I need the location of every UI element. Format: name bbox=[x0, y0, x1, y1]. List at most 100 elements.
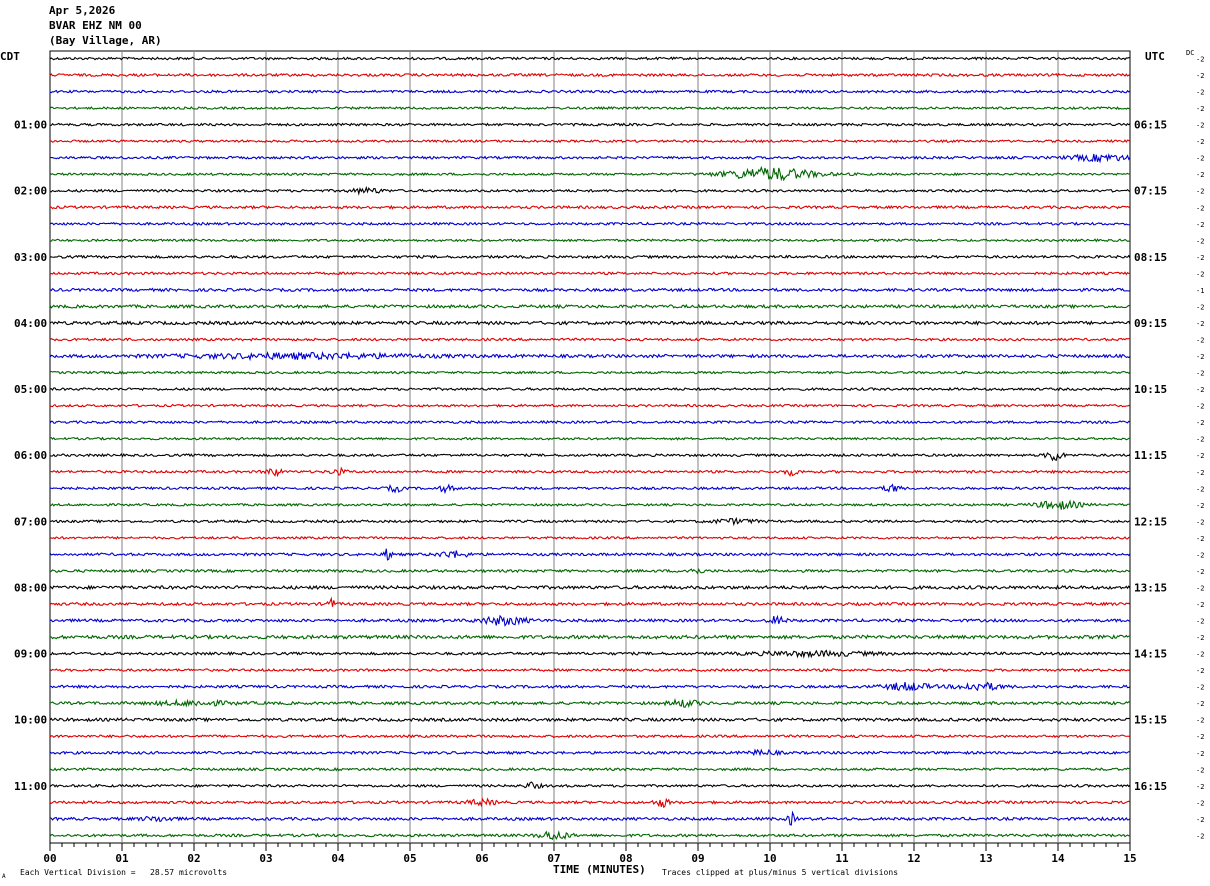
trace-line bbox=[49, 810, 1131, 826]
dc-offset-label: -2 bbox=[1196, 733, 1204, 741]
dc-offset-label: -2 bbox=[1196, 667, 1204, 675]
dc-offset-label: -2 bbox=[1196, 122, 1204, 130]
dc-offset-label: -2 bbox=[1196, 320, 1204, 328]
dc-offset-label: -2 bbox=[1196, 634, 1204, 642]
dc-offset-label: -2 bbox=[1196, 188, 1204, 196]
grid-layer bbox=[49, 50, 1131, 844]
trace-line bbox=[49, 781, 1131, 790]
x-axis-title: TIME (MINUTES) bbox=[553, 863, 646, 876]
x-tick-label: 12 bbox=[907, 852, 920, 865]
utc-hour-label: 16:15 bbox=[1134, 780, 1167, 793]
trace-line bbox=[49, 667, 1131, 673]
dc-offset-label: -2 bbox=[1196, 618, 1204, 626]
trace-line bbox=[49, 649, 1131, 659]
dc-offset-label: -2 bbox=[1196, 155, 1204, 163]
trace-line bbox=[49, 271, 1131, 276]
cdt-hour-label: 03:00 bbox=[14, 251, 47, 264]
x-tick-label: 14 bbox=[1051, 852, 1065, 865]
trace-line bbox=[49, 633, 1131, 641]
dc-offset-label: -1 bbox=[1196, 287, 1204, 295]
dc-offset-label: -2 bbox=[1196, 518, 1204, 526]
scale-note: Each Vertical Division = 28.57 microvolt… bbox=[20, 868, 228, 877]
dc-offset-label: -2 bbox=[1196, 452, 1204, 460]
trace-line bbox=[49, 419, 1131, 425]
dc-offset-label: -2 bbox=[1196, 601, 1204, 609]
trace-layer bbox=[49, 56, 1131, 841]
x-tick-label: 09 bbox=[691, 852, 704, 865]
cdt-hour-label: 10:00 bbox=[14, 714, 47, 727]
trace-line bbox=[49, 403, 1131, 408]
cdt-hour-label: 07:00 bbox=[14, 515, 47, 528]
dc-offset-label: -2 bbox=[1196, 832, 1204, 840]
x-tick-label: 06 bbox=[475, 852, 489, 865]
x-tick-label: 08 bbox=[619, 852, 632, 865]
dc-offset-label: -2 bbox=[1196, 221, 1204, 229]
trace-line bbox=[49, 548, 1131, 561]
trace-line bbox=[49, 681, 1131, 692]
trace-line bbox=[49, 56, 1131, 61]
dc-offset-label: -2 bbox=[1196, 353, 1204, 361]
trace-line bbox=[49, 767, 1131, 772]
trace-line bbox=[49, 254, 1131, 260]
dc-offset-label: -2 bbox=[1196, 270, 1204, 278]
x-tick-label: 03 bbox=[259, 852, 272, 865]
trace-line bbox=[49, 370, 1131, 375]
right-axis-label: UTC bbox=[1145, 50, 1165, 63]
trace-line bbox=[49, 153, 1131, 164]
utc-hour-label: 08:15 bbox=[1134, 251, 1167, 264]
x-tick-label: 13 bbox=[979, 852, 992, 865]
utc-hour-label: 06:15 bbox=[1134, 119, 1167, 132]
trace-line bbox=[49, 122, 1131, 127]
x-tick-label: 01 bbox=[115, 852, 129, 865]
trace-line bbox=[49, 797, 1131, 809]
trace-line bbox=[49, 165, 1131, 182]
trace-line bbox=[49, 350, 1131, 362]
trace-line bbox=[49, 516, 1131, 527]
x-tick-label: 04 bbox=[331, 852, 345, 865]
dc-offset-label: -2 bbox=[1196, 469, 1204, 477]
trace-line bbox=[49, 238, 1131, 243]
trace-line bbox=[49, 303, 1131, 310]
dc-offset-label: -2 bbox=[1196, 204, 1204, 212]
x-tick-label: 02 bbox=[187, 852, 200, 865]
dc-offset-label: -2 bbox=[1196, 551, 1204, 559]
trace-line bbox=[49, 436, 1131, 441]
trace-line bbox=[49, 734, 1131, 739]
x-tick-label: 11 bbox=[835, 852, 849, 865]
x-tick-label: 15 bbox=[1123, 852, 1136, 865]
x-tick-label: 00 bbox=[43, 852, 56, 865]
x-tick-label: 05 bbox=[403, 852, 416, 865]
trace-line bbox=[49, 204, 1131, 210]
cdt-hour-label: 02:00 bbox=[14, 185, 47, 198]
utc-hour-label: 07:15 bbox=[1134, 185, 1167, 198]
dc-offset-label: -2 bbox=[1196, 799, 1204, 807]
dc-offset-label: -2 bbox=[1196, 783, 1204, 791]
trace-line bbox=[49, 452, 1131, 462]
trace-line bbox=[49, 499, 1131, 510]
dc-offset-label: -2 bbox=[1196, 750, 1204, 758]
x-tick-label: 10 bbox=[763, 852, 776, 865]
dc-label: DC bbox=[1186, 49, 1195, 57]
dc-offset-label: -2 bbox=[1196, 89, 1204, 97]
dc-offset-label: -2 bbox=[1196, 105, 1204, 113]
trace-line bbox=[49, 106, 1131, 111]
trace-line bbox=[49, 483, 1131, 495]
left-axis-label: CDT bbox=[0, 50, 20, 63]
dc-offset-label: -2 bbox=[1196, 816, 1204, 824]
dc-offset-label: -2 bbox=[1196, 535, 1204, 543]
trace-line bbox=[49, 185, 1131, 196]
trace-line bbox=[49, 72, 1131, 78]
dc-offset-label: -2 bbox=[1196, 436, 1204, 444]
dc-offset-label: -2 bbox=[1196, 56, 1204, 64]
clip-note: Traces clipped at plus/minus 5 vertical … bbox=[662, 868, 899, 877]
dc-offset-label: -2 bbox=[1196, 684, 1204, 692]
dc-offset-label: -2 bbox=[1196, 386, 1204, 394]
trace-line bbox=[49, 386, 1131, 392]
dc-offset-label: -2 bbox=[1196, 337, 1204, 345]
dc-offset-label: -2 bbox=[1196, 303, 1204, 311]
plot-frame bbox=[49, 50, 1131, 844]
trace-line bbox=[49, 698, 1131, 709]
trace-line bbox=[49, 717, 1131, 723]
utc-hour-label: 14:15 bbox=[1134, 648, 1167, 661]
utc-hour-label: 11:15 bbox=[1134, 449, 1167, 462]
